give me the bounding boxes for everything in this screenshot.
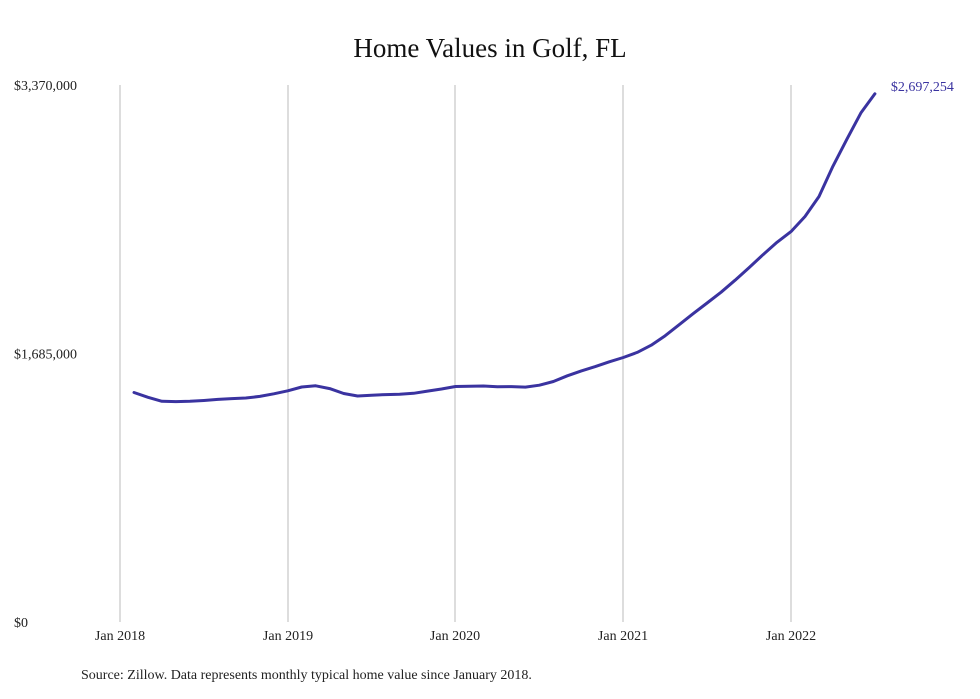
data-point <box>272 392 275 395</box>
data-point <box>510 385 513 388</box>
data-point <box>706 302 709 305</box>
data-point <box>776 241 779 244</box>
data-point <box>230 397 233 400</box>
data-point <box>608 360 611 363</box>
x-tick-label: Jan 2018 <box>95 629 145 644</box>
data-point <box>552 380 555 383</box>
data-point <box>468 385 471 388</box>
data-point <box>258 395 261 398</box>
data-point <box>328 387 331 390</box>
data-point <box>524 386 527 389</box>
data-point <box>384 393 387 396</box>
data-point <box>692 312 695 315</box>
source-note: Source: Zillow. Data represents monthly … <box>81 668 532 683</box>
data-point <box>300 386 303 389</box>
data-point <box>650 344 653 347</box>
data-point <box>678 323 681 326</box>
x-tick-label: Jan 2021 <box>598 629 648 644</box>
data-point <box>748 266 751 269</box>
x-tick-label: Jan 2019 <box>263 629 313 644</box>
data-point <box>496 385 499 388</box>
data-point <box>244 397 247 400</box>
data-point <box>314 384 317 387</box>
chart-title: Home Values in Golf, FL <box>353 33 627 63</box>
data-point <box>622 356 625 359</box>
data-point <box>398 393 401 396</box>
end-value-label: $2,697,254 <box>891 80 954 95</box>
x-tick-label: Jan 2020 <box>430 629 480 644</box>
data-point <box>370 394 373 397</box>
x-tick-label: Jan 2022 <box>766 629 816 644</box>
data-point <box>538 384 541 387</box>
data-point <box>202 399 205 402</box>
data-point <box>804 215 807 218</box>
data-point <box>720 291 723 294</box>
data-point <box>133 391 136 394</box>
data-point <box>594 365 597 368</box>
data-point <box>454 385 457 388</box>
y-tick-label: $1,685,000 <box>14 348 77 363</box>
data-point <box>286 389 289 392</box>
data-point <box>734 279 737 282</box>
data-point <box>342 392 345 395</box>
data-point <box>174 400 177 403</box>
data-point <box>356 395 359 398</box>
data-point <box>762 253 765 256</box>
data-point <box>580 369 583 372</box>
data-point <box>426 390 429 393</box>
data-point <box>482 385 485 388</box>
y-tick-label: $3,370,000 <box>14 79 77 94</box>
series-line <box>132 92 877 404</box>
data-point <box>664 334 667 337</box>
data-point <box>818 195 821 198</box>
data-point <box>845 138 848 141</box>
data-point <box>873 92 876 95</box>
data-point <box>440 388 443 391</box>
data-point <box>188 400 191 403</box>
data-point <box>160 400 163 403</box>
y-tick-label: $0 <box>14 616 28 631</box>
data-point <box>566 374 569 377</box>
data-point <box>859 111 862 114</box>
data-point <box>831 165 834 168</box>
data-point <box>636 351 639 354</box>
data-point <box>412 392 415 395</box>
data-point <box>216 398 219 401</box>
data-point <box>147 396 150 399</box>
data-point <box>790 230 793 233</box>
